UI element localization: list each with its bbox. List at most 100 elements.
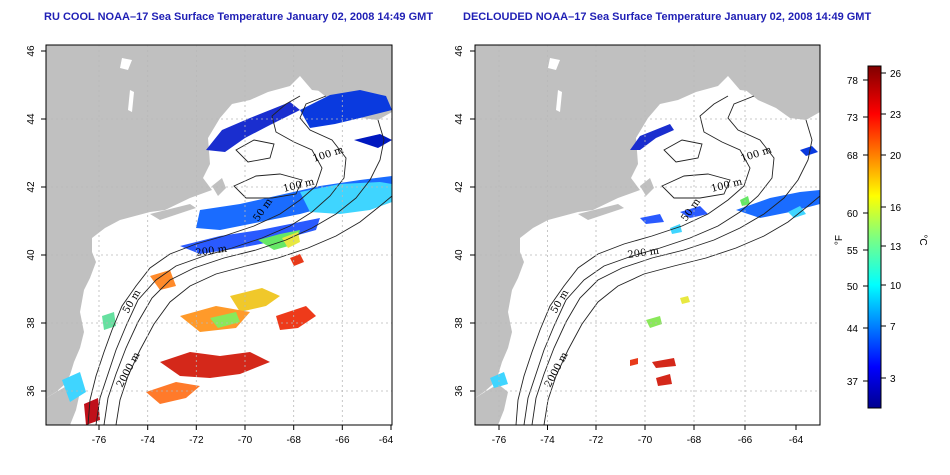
x-tick-label: -64 bbox=[789, 435, 804, 446]
contour-2000m bbox=[115, 195, 392, 425]
sst-patch-red-south-2 bbox=[656, 374, 672, 386]
x-tick-label: -70 bbox=[238, 435, 253, 446]
right-map-panel: 100 m 100 m 50 m 200 m 50 m 2000 m bbox=[454, 44, 821, 446]
x-tick-label: -68 bbox=[286, 435, 301, 446]
sst-patch-green-coast bbox=[102, 312, 116, 330]
x-tick-label: -74 bbox=[140, 435, 155, 446]
left-plot-frame bbox=[45, 44, 393, 426]
y-tick-label: 38 bbox=[454, 317, 465, 329]
right-outer-banks bbox=[475, 384, 508, 425]
colorbar-celsius-axis bbox=[881, 72, 886, 379]
temperature-colorbar: 78 73 68 60 55 50 44 37 26 23 20 16 13 1… bbox=[834, 65, 928, 409]
contour-georges-bank bbox=[233, 173, 303, 199]
contour-200m bbox=[531, 119, 813, 425]
contour-50m bbox=[515, 95, 751, 425]
c-tick-label: 16 bbox=[890, 203, 902, 214]
c-tick-label: 20 bbox=[890, 151, 902, 162]
right-lake bbox=[556, 90, 562, 112]
sst-patch-blue-georges bbox=[736, 190, 820, 218]
y-tick-label: 44 bbox=[26, 113, 37, 125]
left-map-panel: 100 m 100 m 50 m 200 m 50 m 2000 m bbox=[26, 44, 394, 446]
right-land-mass bbox=[475, 45, 820, 398]
sst-patch-cyan-small bbox=[670, 224, 682, 234]
f-tick-label: 73 bbox=[847, 113, 859, 124]
x-tick-label: -66 bbox=[335, 435, 350, 446]
sst-patch-cold-gulf-of-maine bbox=[630, 124, 674, 150]
right-plot-frame bbox=[474, 44, 821, 426]
left-gridlines bbox=[46, 45, 392, 425]
sst-patch-orange-offshore bbox=[150, 270, 176, 290]
left-bathymetry-contours bbox=[87, 95, 392, 425]
y-tick-label: 38 bbox=[26, 317, 37, 329]
x-tick-label: -72 bbox=[189, 435, 204, 446]
right-lake bbox=[548, 58, 560, 70]
right-nova-scotia bbox=[743, 66, 820, 120]
sst-patch-blue-shelf bbox=[640, 214, 664, 224]
c-tick-label: 13 bbox=[890, 242, 902, 253]
f-tick-label: 37 bbox=[847, 377, 859, 388]
right-long-island bbox=[578, 204, 624, 220]
contour-100m bbox=[95, 95, 347, 425]
sst-patch-cold-patch bbox=[354, 134, 392, 148]
x-tick-label: -64 bbox=[379, 435, 394, 446]
f-tick-label: 68 bbox=[847, 151, 859, 162]
left-sst-swaths bbox=[62, 90, 392, 425]
left-land-mass bbox=[46, 45, 392, 398]
sst-patch-red-south bbox=[160, 352, 270, 378]
sst-patch-red-mid bbox=[276, 306, 316, 330]
left-x-axis bbox=[98, 425, 392, 430]
left-lake bbox=[128, 90, 134, 112]
right-y-axis bbox=[470, 50, 475, 392]
colorbar-fahrenheit-axis bbox=[863, 79, 868, 382]
x-tick-label: -72 bbox=[589, 435, 604, 446]
right-map-title: DECLOUDED NOAA–17 Sea Surface Temperatur… bbox=[463, 11, 872, 23]
sst-patch-blue-band-2 bbox=[180, 218, 320, 254]
sst-patch-red-south bbox=[652, 358, 676, 368]
contour-label: 200 m bbox=[627, 246, 660, 261]
f-tick-label: 60 bbox=[847, 209, 859, 220]
left-long-island bbox=[150, 204, 196, 220]
contour-basin bbox=[663, 139, 703, 163]
sst-patch-yellow-dot bbox=[680, 296, 690, 304]
c-tick-label: 10 bbox=[890, 281, 902, 292]
fahrenheit-axis-label: °F bbox=[834, 235, 845, 245]
sst-patch-cyan-band bbox=[300, 182, 392, 214]
contour-basin bbox=[235, 139, 275, 163]
y-tick-label: 46 bbox=[454, 45, 465, 57]
x-tick-label: -70 bbox=[638, 435, 653, 446]
contour-2000m bbox=[543, 195, 820, 425]
f-tick-label: 44 bbox=[847, 324, 859, 335]
left-map-title: RU COOL NOAA–17 Sea Surface Temperature … bbox=[44, 11, 434, 23]
sst-patch-cold-nova-scotia bbox=[300, 90, 392, 128]
y-tick-label: 44 bbox=[454, 113, 465, 125]
y-tick-label: 36 bbox=[26, 385, 37, 397]
right-sst-swaths bbox=[490, 124, 820, 388]
f-tick-label: 50 bbox=[847, 282, 859, 293]
right-gridlines bbox=[475, 45, 820, 425]
x-tick-label: -76 bbox=[92, 435, 107, 446]
contour-200m bbox=[103, 119, 385, 425]
sst-patch-green-mid bbox=[210, 312, 240, 328]
c-tick-label: 23 bbox=[890, 110, 902, 121]
sst-patch-cyan-hatteras bbox=[62, 372, 86, 402]
sst-patch-cold-east bbox=[800, 146, 818, 156]
y-tick-label: 46 bbox=[26, 45, 37, 57]
c-tick-label: 3 bbox=[890, 374, 896, 385]
sst-patch-red-hatteras bbox=[84, 398, 100, 425]
sst-patch-yellow-mid bbox=[230, 288, 280, 312]
right-x-axis bbox=[498, 425, 797, 430]
y-tick-label: 36 bbox=[454, 385, 465, 397]
celsius-axis-label: °C bbox=[917, 234, 928, 245]
contour-50m bbox=[87, 95, 323, 425]
sst-patch-cold-gulf-of-maine bbox=[206, 102, 300, 152]
f-tick-label: 78 bbox=[847, 76, 859, 87]
x-tick-label: -66 bbox=[738, 435, 753, 446]
y-tick-label: 42 bbox=[26, 181, 37, 193]
sst-patch-green-mid bbox=[646, 316, 662, 328]
c-tick-label: 26 bbox=[890, 69, 902, 80]
contour-label: 200 m bbox=[195, 244, 228, 259]
y-tick-label: 42 bbox=[454, 181, 465, 193]
left-cape-cod bbox=[212, 178, 226, 196]
x-tick-label: -68 bbox=[687, 435, 702, 446]
